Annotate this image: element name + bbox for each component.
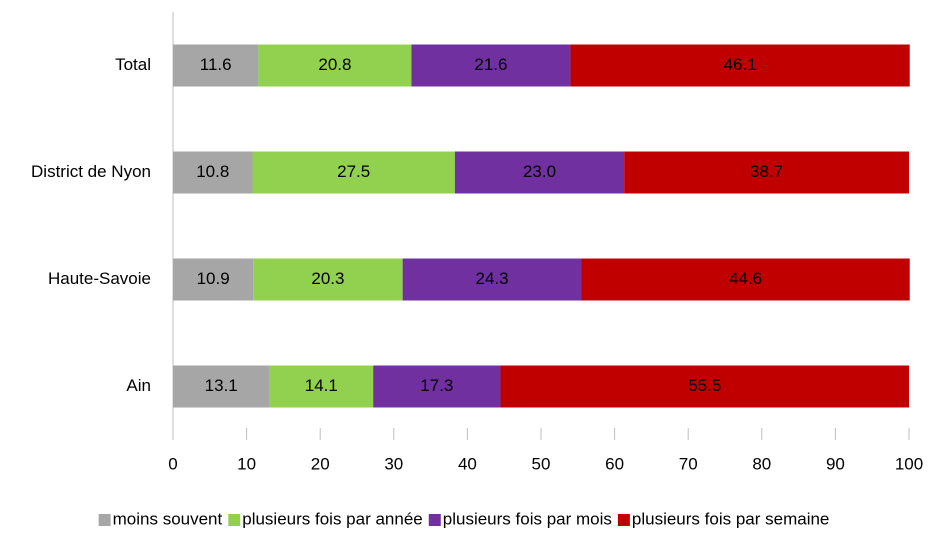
x-tick-label: 50 [532,454,551,473]
x-tick-label: 60 [605,454,624,473]
legend-label: moins souvent [113,509,223,528]
bar-segment [454,151,625,194]
bar-segment [173,151,253,194]
y-tick-label: District de Nyon [31,162,151,181]
data-label: 44.6 [729,269,762,288]
legend-swatch [617,514,630,526]
x-tick-label: 80 [752,454,771,473]
bar-segment [252,151,455,194]
bar-segment [581,258,910,301]
x-tick-label: 100 [895,454,923,473]
bar-segment [500,365,909,408]
data-label: 38.7 [750,162,783,181]
legend-label: plusieurs fois par mois [443,509,612,528]
data-label: 20.8 [318,55,351,74]
bar-segment [253,258,403,301]
data-label: 14.1 [305,376,338,395]
data-label: 46.1 [724,55,757,74]
data-label: 17.3 [420,376,453,395]
legend-swatch [228,514,241,526]
data-label: 24.3 [476,269,509,288]
data-label: 23.0 [523,162,556,181]
bar-segment [269,365,374,408]
bar-segment [570,44,910,87]
data-label: 10.9 [197,269,230,288]
legend: moins souvent plusieurs fois par année plu… [98,509,829,528]
data-label: 27.5 [337,162,370,181]
legend-label: plusieurs fois par année [242,509,423,528]
x-tick-label: 90 [826,454,845,473]
data-label: 21.6 [474,55,507,74]
bar-segment [624,151,909,194]
data-label: 20.3 [311,269,344,288]
bar-segment [373,365,501,408]
x-tick-label: 70 [679,454,698,473]
y-tick-label: Ain [126,376,151,395]
legend-label: plusieurs fois par semaine [632,509,829,528]
data-label: 11.6 [200,55,232,74]
x-tick-label: 40 [458,454,477,473]
bar-segment [411,44,571,87]
bar-segment [173,44,259,87]
data-label: 10.8 [196,162,229,181]
data-label: 55.5 [688,376,721,395]
y-tick-label: Haute-Savoie [48,269,151,288]
bar-segment [173,258,254,301]
x-tick-label: 20 [311,454,330,473]
data-label: 13.1 [205,376,238,395]
x-tick-label: 10 [237,454,256,473]
legend-swatch [98,514,111,526]
bar-segment [258,44,412,87]
x-tick-label: 30 [384,454,403,473]
x-tick-label: 0 [168,454,177,473]
legend-swatch [428,514,441,526]
bar-segment [173,365,270,408]
bar-segment [402,258,582,301]
y-tick-label: Total [115,55,151,74]
